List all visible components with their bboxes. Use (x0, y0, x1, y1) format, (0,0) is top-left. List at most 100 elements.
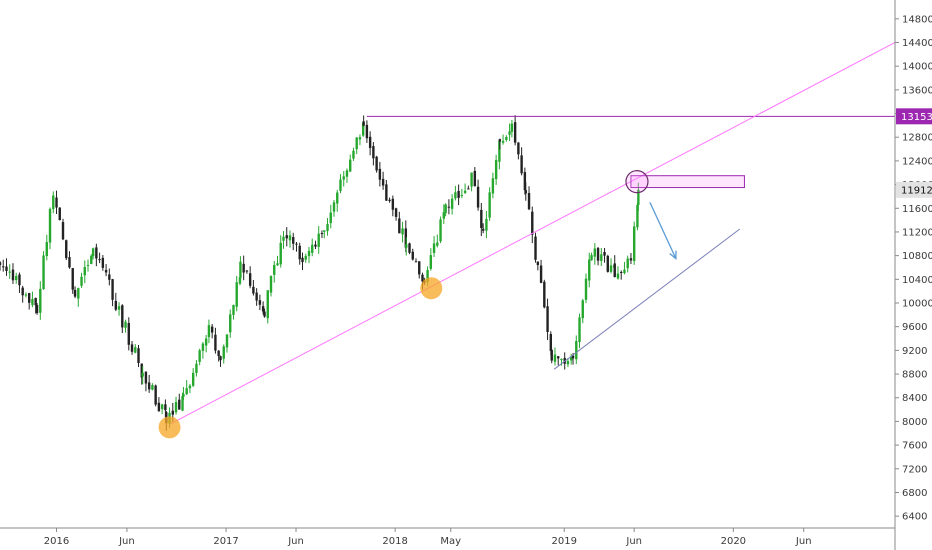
candle (35, 302, 39, 315)
candle-body (510, 123, 514, 132)
candle-body (581, 300, 584, 319)
resistance-price-badge: 13153 (896, 108, 932, 125)
candle-body (553, 354, 557, 362)
candle-body (378, 168, 382, 180)
candle-body (15, 275, 18, 281)
candle-body (11, 269, 15, 281)
candle-body (18, 274, 21, 286)
price-tick-label: 14800 (902, 14, 932, 25)
candle (481, 223, 485, 234)
candle (596, 246, 600, 266)
candle (432, 235, 436, 257)
candle-body (235, 282, 238, 307)
candle (372, 142, 375, 166)
candle (355, 137, 358, 155)
candle-body (95, 247, 98, 259)
candle-body (127, 323, 130, 345)
candle-body (339, 179, 342, 191)
candle-body (336, 192, 339, 204)
candle-body (444, 204, 447, 214)
candle (104, 264, 108, 277)
candle (188, 383, 192, 394)
candle-body (98, 259, 101, 261)
candle (620, 270, 623, 280)
candle-body (454, 192, 457, 199)
price-tick-label: 14000 (902, 62, 932, 73)
candle-body (394, 208, 398, 217)
candle (304, 253, 307, 263)
candle (207, 319, 211, 344)
candle (616, 266, 620, 280)
candle (508, 123, 511, 141)
candle-body (470, 172, 473, 187)
candle-body (314, 244, 317, 247)
price-tick-label: 6400 (902, 512, 927, 523)
candle-body (596, 248, 600, 261)
candle-body (637, 189, 640, 205)
candle (362, 115, 365, 127)
drawings-layer (158, 42, 896, 439)
candle (130, 341, 134, 355)
candle-body (147, 382, 151, 390)
candle (2, 259, 5, 272)
candle-body (626, 258, 629, 269)
candle-body (494, 160, 498, 180)
candle-body (571, 355, 575, 359)
candle (276, 255, 279, 266)
candle (24, 292, 28, 298)
candle (560, 358, 563, 366)
candle-body (188, 385, 192, 389)
candle (513, 115, 517, 146)
candle-body (560, 358, 563, 361)
candle-body (636, 204, 639, 228)
candle-body (442, 212, 445, 219)
candle-body (24, 294, 28, 296)
candle (470, 172, 473, 192)
candle-body (398, 218, 401, 234)
candle-body (140, 363, 143, 378)
candle (21, 285, 24, 303)
candle (517, 142, 520, 160)
price-tick-label: 11600 (902, 204, 932, 215)
price-tick-label: 6800 (902, 488, 927, 499)
time-tick-label: 2020 (721, 536, 746, 547)
time-tick-label: May (440, 536, 461, 547)
candle-body (239, 261, 242, 278)
price-tick-label: 14400 (902, 38, 932, 49)
candle-body (531, 211, 534, 235)
price-tick-label: 9200 (902, 346, 927, 357)
candle (613, 255, 616, 278)
candle-body (524, 190, 527, 194)
candle-body (491, 178, 495, 194)
candle-body (276, 263, 279, 266)
candle-body (124, 321, 127, 328)
candle (298, 242, 301, 265)
candle (127, 317, 130, 351)
candle (501, 134, 505, 145)
candle (444, 203, 447, 217)
candle (546, 298, 549, 341)
candle-body (480, 209, 483, 228)
candle (345, 168, 349, 183)
candle-body (261, 306, 265, 312)
candle-body (21, 287, 24, 296)
candle (584, 273, 588, 304)
candle-body (83, 267, 86, 276)
candle-body (207, 325, 211, 338)
candle (524, 182, 527, 201)
candle (429, 248, 433, 271)
candle (157, 397, 161, 412)
trendline (169, 42, 896, 425)
candle-body (8, 271, 11, 273)
candle (45, 234, 48, 261)
candle (295, 241, 298, 252)
candle-body (460, 194, 464, 196)
candle (160, 403, 164, 415)
candle-body (210, 326, 214, 333)
candle (391, 195, 395, 217)
candle (261, 301, 265, 315)
candle (447, 199, 451, 215)
candle-body (536, 261, 540, 266)
candle-body (0, 262, 2, 266)
time-tick-label: 2017 (213, 536, 238, 547)
